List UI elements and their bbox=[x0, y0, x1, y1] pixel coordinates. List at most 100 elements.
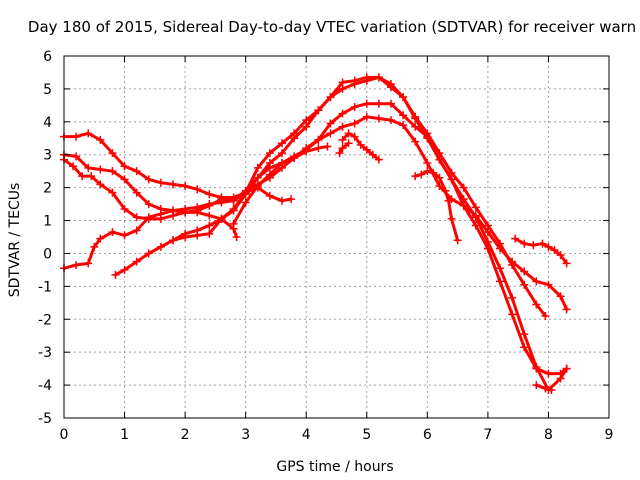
data-point-marker bbox=[302, 145, 311, 154]
data-point-marker bbox=[217, 198, 226, 207]
y-tick-label: 4 bbox=[43, 115, 52, 131]
data-point-marker bbox=[556, 292, 565, 301]
data-point-marker bbox=[253, 181, 262, 190]
data-point-marker bbox=[362, 73, 371, 82]
series-line bbox=[113, 75, 569, 376]
data-point-marker bbox=[120, 231, 129, 240]
data-point-marker bbox=[108, 167, 117, 176]
data-point-marker bbox=[338, 78, 347, 87]
data-point-marker bbox=[108, 149, 117, 158]
y-tick-label: -4 bbox=[38, 378, 52, 394]
data-point-marker bbox=[205, 211, 214, 220]
data-point-marker bbox=[326, 129, 335, 138]
data-point-marker bbox=[144, 213, 153, 222]
data-point-marker bbox=[411, 172, 420, 181]
data-point-marker bbox=[84, 259, 93, 268]
data-point-marker bbox=[483, 221, 492, 230]
data-point-marker bbox=[544, 369, 553, 378]
data-point-marker bbox=[84, 129, 93, 138]
data-point-marker bbox=[69, 162, 78, 171]
data-point-marker bbox=[544, 242, 553, 251]
data-point-marker bbox=[229, 206, 238, 215]
series-line bbox=[62, 115, 569, 311]
y-axis-label: SDTVAR / TECUs bbox=[7, 183, 23, 298]
data-point-marker bbox=[532, 362, 541, 371]
data-point-marker bbox=[411, 137, 420, 146]
data-point-marker bbox=[278, 158, 286, 167]
data-point-marker bbox=[344, 129, 353, 138]
y-tick-label: 3 bbox=[43, 148, 52, 164]
data-point-marker bbox=[132, 226, 141, 235]
data-point-marker bbox=[169, 236, 177, 245]
data-point-marker bbox=[326, 119, 335, 128]
data-point-marker bbox=[483, 237, 492, 246]
data-point-marker bbox=[253, 163, 262, 172]
x-tick-label: 7 bbox=[483, 427, 492, 443]
data-point-marker bbox=[350, 103, 359, 112]
data-point-marker bbox=[444, 196, 453, 205]
data-point-marker bbox=[253, 173, 262, 182]
data-point-marker bbox=[374, 114, 383, 123]
data-point-marker bbox=[265, 170, 274, 179]
y-tick-label: -5 bbox=[38, 411, 52, 427]
data-point-marker bbox=[181, 181, 190, 190]
data-point-marker bbox=[417, 170, 426, 179]
data-point-marker bbox=[356, 140, 365, 149]
data-point-marker bbox=[205, 190, 214, 199]
data-point-marker bbox=[72, 152, 81, 161]
data-point-marker bbox=[87, 172, 96, 181]
data-point-marker bbox=[435, 155, 444, 164]
data-point-marker bbox=[520, 330, 529, 339]
data-point-marker bbox=[374, 73, 383, 82]
x-tick-label: 0 bbox=[60, 427, 69, 443]
data-point-marker bbox=[496, 239, 504, 248]
data-point-marker bbox=[84, 163, 93, 172]
data-point-marker bbox=[529, 241, 538, 250]
data-point-marker bbox=[435, 173, 444, 182]
data-point-marker bbox=[338, 109, 347, 118]
data-point-marker bbox=[132, 167, 141, 176]
data-point-marker bbox=[205, 229, 214, 238]
data-point-marker bbox=[338, 135, 347, 144]
data-point-marker bbox=[362, 145, 371, 154]
data-series-track-12 bbox=[532, 381, 556, 395]
data-point-marker bbox=[205, 200, 214, 209]
data-point-marker bbox=[120, 162, 129, 171]
data-point-marker bbox=[78, 172, 87, 181]
grid bbox=[64, 56, 609, 418]
data-point-marker bbox=[278, 149, 286, 158]
data-point-marker bbox=[387, 83, 395, 92]
data-point-marker bbox=[387, 116, 395, 125]
data-point-marker bbox=[265, 149, 274, 158]
data-point-marker bbox=[562, 364, 571, 373]
data-series-track-8 bbox=[338, 129, 383, 164]
data-point-marker bbox=[511, 234, 520, 243]
data-point-marker bbox=[338, 122, 347, 131]
data-point-marker bbox=[144, 249, 153, 258]
y-tick-label: 6 bbox=[43, 49, 52, 65]
data-point-marker bbox=[387, 99, 395, 108]
data-point-marker bbox=[471, 203, 480, 212]
data-point-marker bbox=[423, 132, 432, 141]
data-point-marker bbox=[541, 384, 550, 393]
data-point-marker bbox=[265, 158, 274, 167]
data-point-marker bbox=[453, 236, 462, 245]
data-point-marker bbox=[538, 239, 547, 248]
series-line bbox=[62, 145, 329, 214]
data-point-marker bbox=[108, 188, 117, 197]
data-point-marker bbox=[471, 213, 480, 222]
data-point-marker bbox=[120, 265, 129, 274]
data-point-marker bbox=[441, 186, 450, 195]
series-line bbox=[513, 237, 569, 265]
data-point-marker bbox=[544, 280, 553, 289]
data-point-marker bbox=[90, 242, 99, 251]
data-point-marker bbox=[520, 267, 529, 276]
data-point-marker bbox=[205, 221, 214, 230]
data-point-marker bbox=[562, 259, 571, 268]
data-point-marker bbox=[556, 374, 565, 383]
data-point-marker bbox=[72, 132, 81, 141]
data-point-marker bbox=[287, 195, 296, 204]
x-tick-label: 1 bbox=[120, 427, 129, 443]
data-point-marker bbox=[132, 188, 141, 197]
data-point-marker bbox=[520, 343, 529, 352]
